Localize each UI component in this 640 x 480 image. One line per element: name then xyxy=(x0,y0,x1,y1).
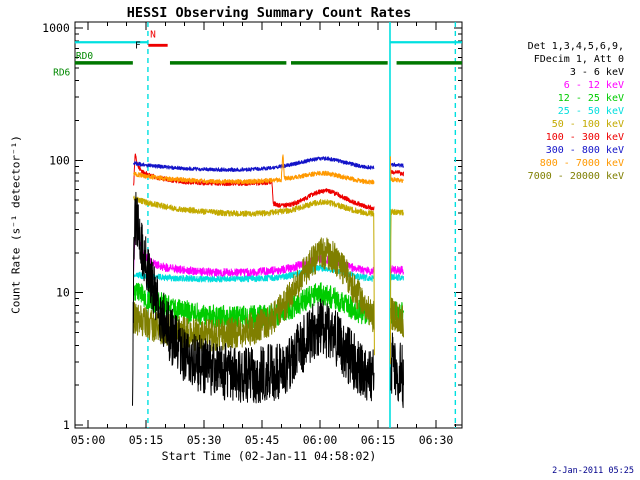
svg-text:05:30: 05:30 xyxy=(187,433,222,447)
timestamp: 2-Jan-2011 05:25 xyxy=(552,466,634,476)
svg-text:05:00: 05:00 xyxy=(71,433,106,447)
svg-text:F: F xyxy=(135,41,141,52)
svg-text:10: 10 xyxy=(56,286,70,300)
svg-text:06:15: 06:15 xyxy=(361,433,396,447)
series-line xyxy=(390,332,404,409)
svg-text:05:45: 05:45 xyxy=(245,433,280,447)
series-line xyxy=(133,264,375,283)
series-line xyxy=(390,265,404,275)
legend-detector-line: Det 1,3,4,5,6,9, xyxy=(527,41,624,52)
legend-item: 6 - 12 keV xyxy=(563,80,624,91)
legend-item: 100 - 300 keV xyxy=(545,132,624,143)
legend-item: 300 - 800 keV xyxy=(545,145,624,156)
legend-item: 800 - 7000 keV xyxy=(539,158,624,169)
axis-tick-labels: 05:00 05:15 05:30 05:45 06:00 06:15 06:30 1 10 10… xyxy=(42,21,453,447)
series-line xyxy=(133,195,375,356)
legend-item: 12 - 25 keV xyxy=(557,93,624,104)
series-line xyxy=(390,297,404,338)
legend-item: 3 - 6 keV xyxy=(569,67,624,78)
series-line xyxy=(132,191,375,406)
svg-text:1000: 1000 xyxy=(42,21,70,35)
legend: Det 1,3,4,5,6,9, FDecim 1, Att 0 3 - 6 k… xyxy=(474,40,624,183)
legend-item: 25 - 50 keV xyxy=(557,106,624,117)
legend-item: 7000 - 20000 keV xyxy=(527,171,624,182)
svg-text:05:15: 05:15 xyxy=(129,433,164,447)
svg-text:06:00: 06:00 xyxy=(303,433,338,447)
svg-text:N: N xyxy=(150,30,156,41)
series-line xyxy=(390,273,404,281)
axis-ticks xyxy=(74,22,462,428)
flag-labels: FN RD0 RD6 xyxy=(53,30,156,79)
series-line xyxy=(390,169,404,177)
series-line xyxy=(390,162,404,168)
count-rate-series xyxy=(132,153,404,409)
series-line xyxy=(133,156,375,172)
svg-text:1: 1 xyxy=(63,418,70,432)
legend-energy-bands: 3 - 6 keV 6 - 12 keV 12 - 25 keV 25 - 50 ke… xyxy=(474,66,624,183)
series-line xyxy=(389,156,404,183)
series-line xyxy=(389,208,404,365)
svg-text:RD0: RD0 xyxy=(76,51,93,62)
series-line xyxy=(133,282,375,329)
y-axis-title: Count Rate (s⁻¹ detector⁻¹) xyxy=(9,135,23,314)
flag-bars xyxy=(74,41,462,65)
chart-title: HESSI Observing Summary Count Rates xyxy=(126,5,412,21)
legend-decim-line: FDecim 1, Att 0 xyxy=(533,54,624,65)
legend-item: 50 - 100 keV xyxy=(551,119,624,130)
plot-frame xyxy=(74,21,463,429)
series-line xyxy=(133,154,375,185)
svg-text:RD6: RD6 xyxy=(53,67,70,78)
x-axis-title: Start Time (02-Jan-11 04:58:02) xyxy=(161,449,377,463)
svg-text:06:30: 06:30 xyxy=(419,433,454,447)
svg-text:100: 100 xyxy=(49,153,70,167)
